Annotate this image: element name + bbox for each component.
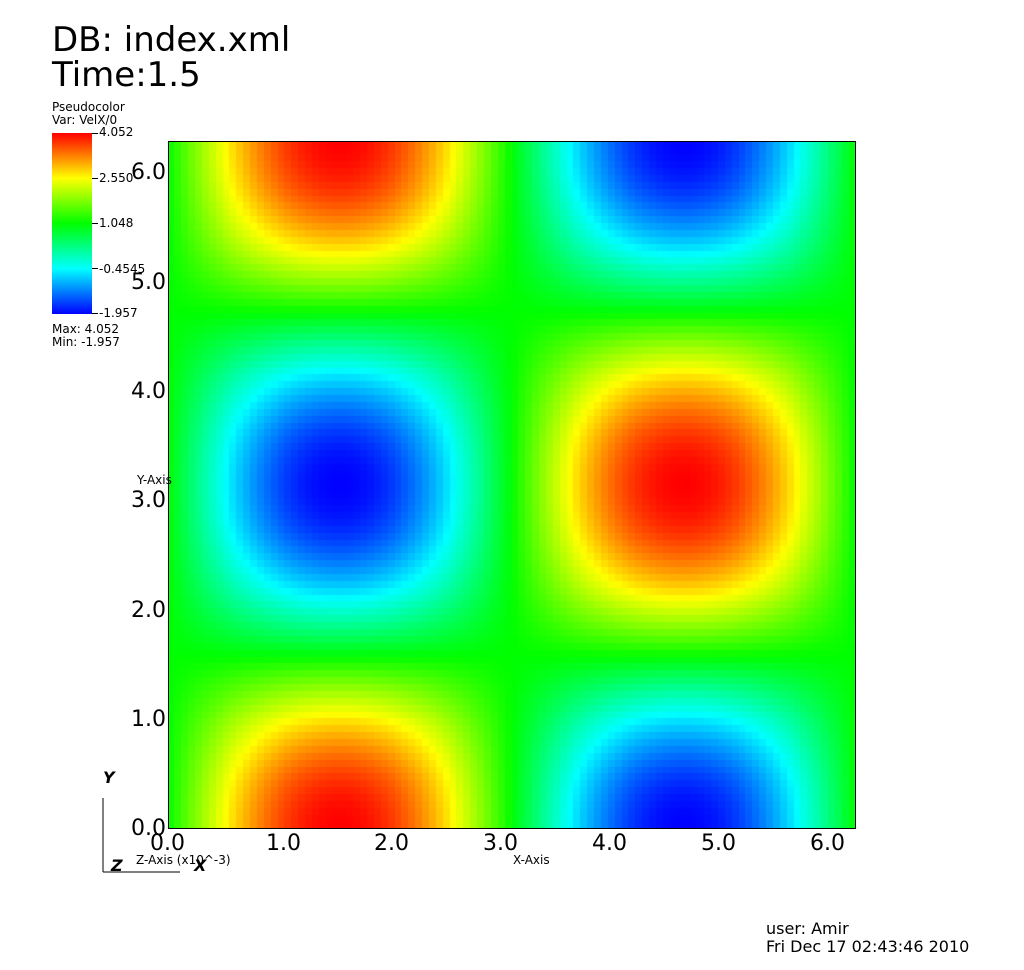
y-tick-label: 6.0 <box>131 160 166 185</box>
y-tick-label: 4.0 <box>131 379 166 404</box>
triad-y-label: Y <box>103 768 115 787</box>
y-tick-label: 3.0 <box>131 488 166 513</box>
pseudocolor-plot <box>168 141 856 829</box>
legend-tick-mark <box>92 268 98 269</box>
timestamp-label: Fri Dec 17 02:43:46 2010 <box>766 937 970 956</box>
triad-z-label: Z <box>111 856 123 875</box>
legend-colorbar <box>52 133 92 314</box>
z-axis-label: Z-Axis (x10^-3) <box>136 853 231 867</box>
legend-tick-mark <box>92 178 98 179</box>
y-tick-label: 1.0 <box>131 707 166 732</box>
legend-tick-label: 2.550 <box>99 171 134 185</box>
legend-tick-mark <box>92 133 98 134</box>
legend-plot-type: Pseudocolor <box>52 100 125 114</box>
x-axis-label: X-Axis <box>513 853 550 867</box>
x-tick-label: 2.0 <box>374 831 409 856</box>
y-tick-label: 2.0 <box>131 598 166 623</box>
x-tick-label: 3.0 <box>483 831 518 856</box>
x-tick-label: 0.0 <box>150 831 185 856</box>
user-label: user: Amir <box>766 919 849 938</box>
database-label: DB: index.xml <box>52 20 291 60</box>
time-label: Time:1.5 <box>52 55 201 95</box>
y-axis-label: Y-Axis <box>137 473 172 487</box>
x-tick-label: 1.0 <box>266 831 301 856</box>
legend-tick-mark <box>92 313 98 314</box>
x-tick-label: 4.0 <box>592 831 627 856</box>
legend-tick-mark <box>92 223 98 224</box>
legend-tick-label: 4.052 <box>99 125 134 139</box>
x-tick-label: 5.0 <box>701 831 736 856</box>
triad-x-label: X <box>194 856 207 875</box>
legend-var-label: Var: VelX/0 <box>52 113 118 127</box>
legend-tick-label: -1.957 <box>99 306 138 320</box>
legend-min-label: Min: -1.957 <box>52 335 120 349</box>
legend-tick-label: 1.048 <box>99 216 134 230</box>
y-tick-label: 5.0 <box>131 270 166 295</box>
y-tick-label: 0.0 <box>131 816 166 841</box>
x-tick-label: 6.0 <box>810 831 845 856</box>
axis-triad <box>102 798 180 873</box>
plot-border <box>168 141 856 829</box>
legend-tick-label: -0.4545 <box>99 262 146 276</box>
legend-max-label: Max: 4.052 <box>52 322 120 336</box>
